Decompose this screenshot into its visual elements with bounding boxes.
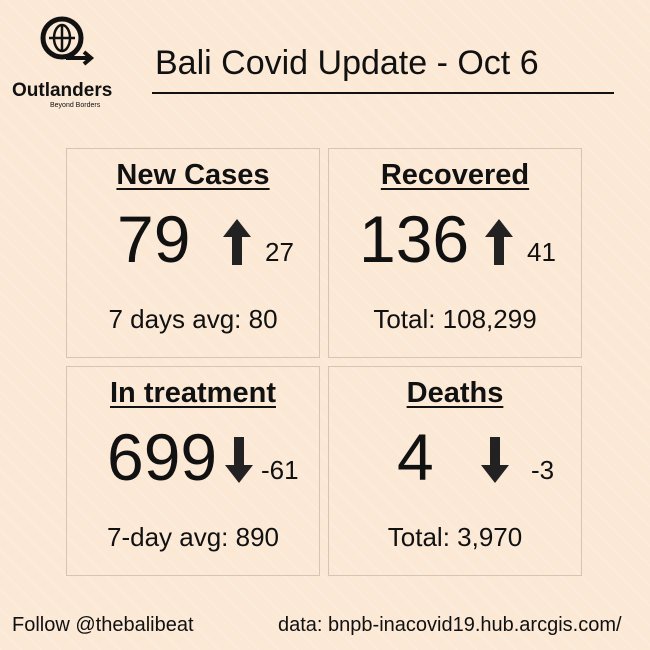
title: Bali Covid Update - Oct 6 xyxy=(155,44,539,82)
arrow-up xyxy=(223,219,251,265)
card-title: Recovered xyxy=(380,159,530,191)
card-title: In treatment xyxy=(110,377,276,409)
card-title: Deaths xyxy=(406,377,504,409)
card-footer: 7-day avg: 890 xyxy=(106,522,279,552)
card-value: 699 xyxy=(107,420,218,494)
logo-icon xyxy=(40,16,95,66)
card: New Cases 79 27 7 days avg: 80 xyxy=(66,148,320,358)
card-value: 4 xyxy=(397,420,434,494)
card-value: 136 xyxy=(359,202,470,276)
follow: Follow @thebalibeat xyxy=(12,614,194,636)
card-change: 41 xyxy=(527,237,556,267)
card-footer: 7 days avg: 80 xyxy=(108,304,278,334)
card: Recovered 136 41 Total: 108,299 xyxy=(328,148,582,358)
logo-tagline: Beyond Borders xyxy=(50,102,101,109)
card-footer: Total: 108,299 xyxy=(373,304,537,334)
card-change: -3 xyxy=(531,455,555,485)
card: In treatment 699 -61 7-day avg: 890 xyxy=(66,366,320,576)
logo-name: Outlanders xyxy=(12,80,113,101)
card-change: -61 xyxy=(261,455,299,485)
arrow-up xyxy=(485,219,513,265)
arrow-down xyxy=(225,437,253,483)
card: Deaths 4 -3 Total: 3,970 xyxy=(328,366,582,576)
card-title: New Cases xyxy=(116,159,270,191)
card-change: 27 xyxy=(265,237,294,267)
source: data: bnpb-inacovid19.hub.arcgis.com/ xyxy=(278,614,622,636)
card-footer: Total: 3,970 xyxy=(387,522,523,552)
card-value: 79 xyxy=(117,202,191,276)
title-rule xyxy=(152,92,614,94)
arrow-down xyxy=(481,437,509,483)
